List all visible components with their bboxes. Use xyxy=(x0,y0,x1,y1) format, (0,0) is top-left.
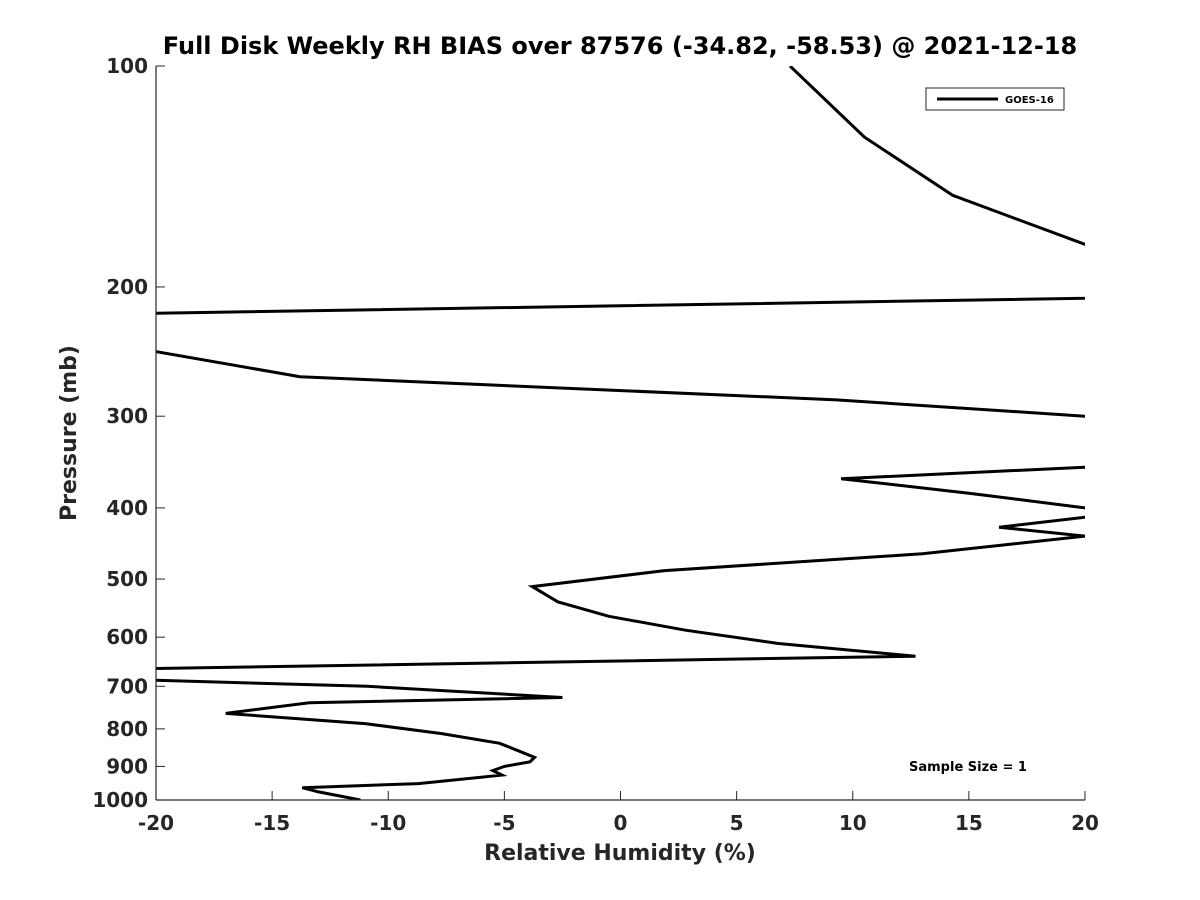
series-layer xyxy=(156,66,1085,800)
series-line-goes-16 xyxy=(156,66,1085,800)
x-tick-label: -20 xyxy=(138,811,174,835)
y-tick-label: 500 xyxy=(106,567,148,591)
x-tick-label: 0 xyxy=(614,811,628,835)
y-ticks: 100 200 300 400 500 600 700 800 900 1000 xyxy=(92,54,165,812)
legend: GOES-16 xyxy=(925,87,1065,111)
legend-entry-goes-16: GOES-16 xyxy=(1005,95,1054,106)
y-tick-label: 400 xyxy=(106,496,148,520)
x-axis-label: Relative Humidity (%) xyxy=(484,841,756,866)
chart-title: Full Disk Weekly RH BIAS over 87576 (-34… xyxy=(163,32,1077,60)
y-tick-label: 600 xyxy=(106,625,148,649)
x-tick-label: 20 xyxy=(1071,811,1099,835)
x-tick-label: 5 xyxy=(730,811,744,835)
x-tick-label: -10 xyxy=(370,811,406,835)
y-tick-label: 100 xyxy=(106,54,148,78)
x-tick-label: 15 xyxy=(955,811,983,835)
y-tick-label: 300 xyxy=(106,404,148,428)
x-tick-label: -5 xyxy=(493,811,515,835)
y-tick-label: 700 xyxy=(106,674,148,698)
x-ticks: -20 -15 -10 -5 0 5 10 15 20 xyxy=(138,791,1099,835)
y-tick-label: 800 xyxy=(106,717,148,741)
y-tick-label: 1000 xyxy=(92,788,148,812)
x-tick-label: -15 xyxy=(254,811,290,835)
y-tick-label: 200 xyxy=(106,275,148,299)
y-tick-label: 900 xyxy=(106,754,148,778)
x-tick-label: 10 xyxy=(839,811,867,835)
y-axis-label: Pressure (mb) xyxy=(57,345,82,521)
sample-size-annotation: Sample Size = 1 xyxy=(909,760,1027,775)
